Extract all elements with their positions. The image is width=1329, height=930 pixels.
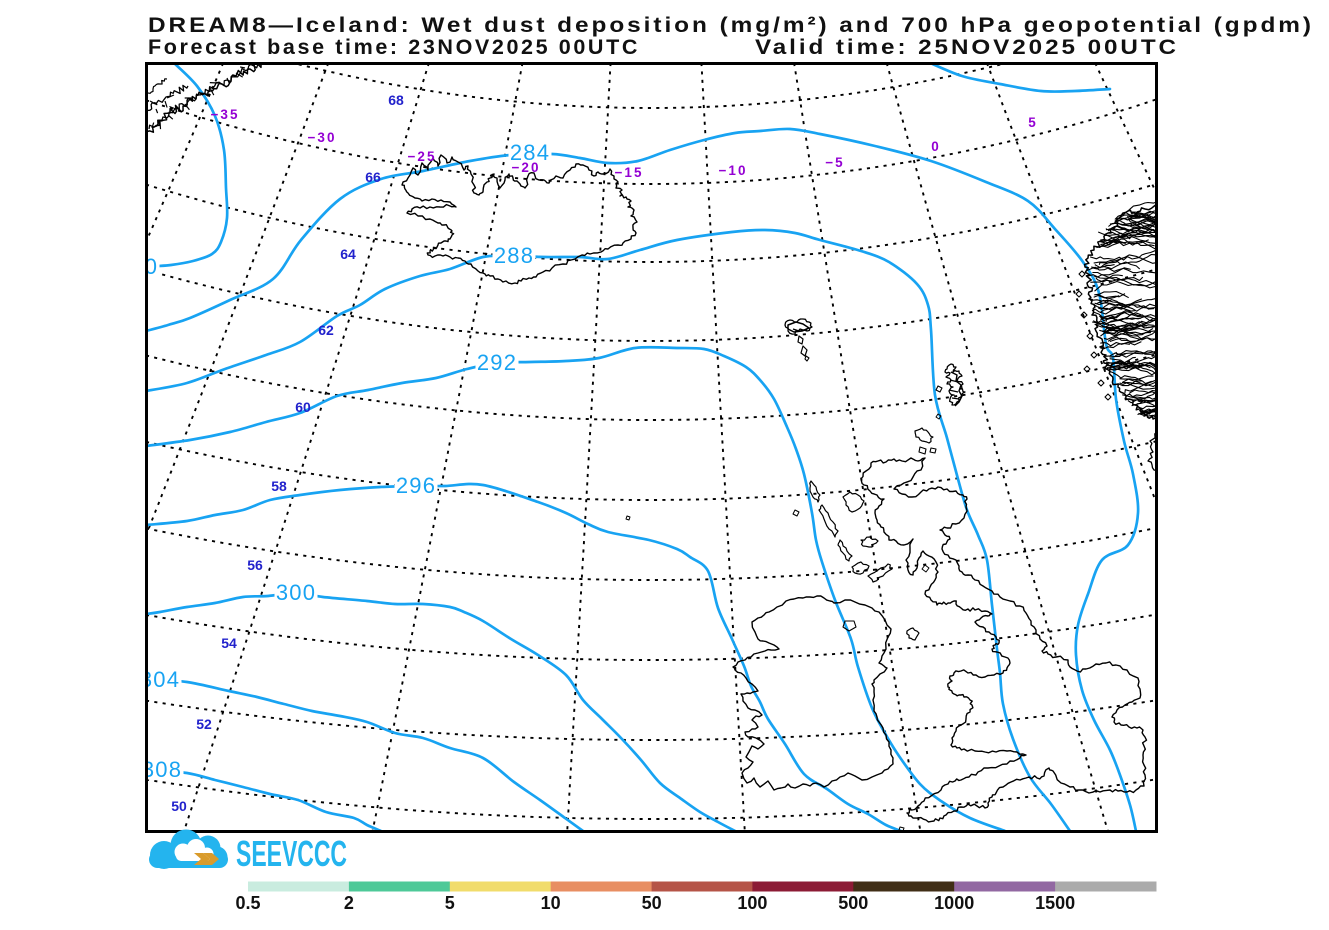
svg-text:0: 0 (931, 139, 941, 154)
svg-text:64: 64 (340, 246, 356, 262)
svg-text:100: 100 (737, 893, 767, 913)
svg-text:288: 288 (494, 243, 534, 268)
svg-text:−15: −15 (615, 165, 644, 180)
svg-text:62: 62 (318, 322, 334, 338)
svg-text:50: 50 (642, 893, 662, 913)
svg-text:10: 10 (541, 893, 561, 913)
svg-text:−35: −35 (211, 107, 240, 122)
svg-text:0.5: 0.5 (235, 893, 260, 913)
svg-text:58: 58 (271, 478, 287, 494)
svg-text:DREAM8—Iceland: Wet dust depos: DREAM8—Iceland: Wet dust deposition (mg/… (148, 13, 1314, 37)
svg-text:54: 54 (221, 635, 237, 651)
svg-text:292: 292 (477, 350, 517, 375)
svg-text:284: 284 (510, 140, 550, 165)
svg-text:304: 304 (140, 667, 180, 692)
svg-text:500: 500 (838, 893, 868, 913)
svg-text:296: 296 (396, 473, 436, 498)
svg-text:60: 60 (295, 399, 311, 415)
svg-text:5: 5 (445, 893, 455, 913)
svg-text:Forecast base time: 23NOV2025: Forecast base time: 23NOV2025 00UTC (148, 35, 640, 59)
svg-text:−5: −5 (825, 155, 844, 170)
svg-text:1000: 1000 (934, 893, 974, 913)
svg-text:SEEVCCC: SEEVCCC (236, 833, 347, 874)
svg-text:−10: −10 (719, 163, 748, 178)
svg-text:66: 66 (365, 169, 381, 185)
svg-text:−25: −25 (408, 149, 437, 164)
svg-text:50: 50 (171, 798, 187, 814)
svg-text:2: 2 (344, 893, 354, 913)
svg-text:−30: −30 (308, 130, 337, 145)
svg-text:−20: −20 (512, 160, 541, 175)
svg-text:56: 56 (247, 557, 263, 573)
svg-text:280: 280 (118, 254, 158, 279)
svg-text:300: 300 (276, 580, 316, 605)
svg-text:1500: 1500 (1035, 893, 1075, 913)
svg-text:308: 308 (142, 757, 182, 782)
svg-text:68: 68 (388, 92, 404, 108)
svg-text:52: 52 (196, 716, 212, 732)
svg-text:5: 5 (1028, 115, 1038, 130)
svg-text:Valid time: 25NOV2025 00UTC: Valid time: 25NOV2025 00UTC (755, 35, 1179, 59)
